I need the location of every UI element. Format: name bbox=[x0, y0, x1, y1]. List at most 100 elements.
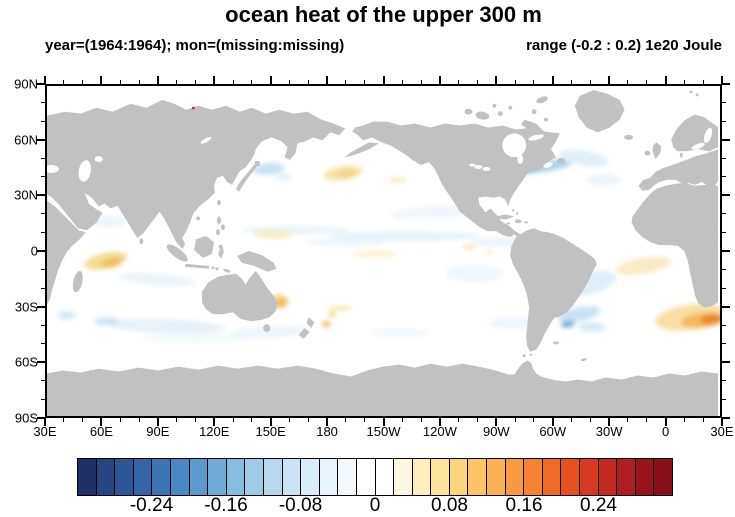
hainan bbox=[196, 216, 201, 221]
nz-north-island bbox=[306, 317, 315, 329]
colorbar-box bbox=[114, 459, 133, 495]
lombok bbox=[215, 267, 219, 271]
baltic-sea bbox=[691, 142, 705, 150]
lat-minor-tick-right bbox=[722, 120, 726, 122]
lon-minor-tick bbox=[420, 418, 422, 422]
landmass-europe bbox=[638, 149, 719, 194]
lon-minor-tick bbox=[307, 418, 309, 422]
lon-minor-tick bbox=[683, 418, 685, 422]
anomaly-blob bbox=[305, 238, 385, 247]
jamaica bbox=[506, 222, 511, 225]
lat-minor-tick-right bbox=[722, 380, 726, 382]
tasmania bbox=[263, 324, 271, 333]
landmass-australia bbox=[202, 270, 278, 322]
lon-minor-tick bbox=[477, 418, 479, 422]
gulf-of-bothnia bbox=[703, 127, 713, 143]
lon-major-tick bbox=[326, 418, 329, 426]
lon-tick-label: 150W bbox=[366, 424, 401, 439]
philippines-mindanao bbox=[215, 229, 220, 236]
lat-tick-label: 0 bbox=[30, 243, 38, 259]
lon-tick-label: 150E bbox=[255, 424, 286, 439]
bali bbox=[211, 266, 215, 270]
colorbar-box bbox=[169, 459, 189, 495]
lat-minor-tick bbox=[41, 269, 45, 271]
world-map-svg bbox=[47, 86, 720, 416]
hudson-bay bbox=[502, 133, 527, 158]
lat-minor-tick bbox=[41, 343, 45, 345]
colorbar-label: 0 bbox=[369, 495, 381, 516]
anomaly-blob bbox=[252, 162, 285, 176]
anomaly-blob bbox=[370, 328, 430, 338]
lon-major-tick bbox=[438, 418, 441, 426]
lat-minor-tick-right bbox=[722, 157, 726, 159]
lon-minor-tick bbox=[533, 418, 535, 422]
colorbar bbox=[77, 458, 673, 496]
lon-minor-tick-top bbox=[194, 80, 196, 84]
south-shetland-2 bbox=[529, 353, 533, 356]
lon-minor-tick-top bbox=[420, 80, 422, 84]
lat-minor-tick-right bbox=[722, 213, 726, 215]
lon-minor-tick-top bbox=[627, 80, 629, 84]
lat-major-tick bbox=[37, 417, 45, 419]
colorbar-box bbox=[281, 459, 301, 495]
lon-major-tick bbox=[269, 418, 272, 426]
colorbar-box bbox=[207, 459, 226, 495]
lon-minor-tick bbox=[194, 418, 196, 422]
lon-minor-tick bbox=[288, 418, 290, 422]
lon-minor-tick-top bbox=[401, 80, 403, 84]
sulawesi bbox=[217, 244, 224, 259]
lon-tick-label: 120E bbox=[199, 424, 230, 439]
gulf-st-lawrence bbox=[543, 162, 553, 168]
lon-minor-tick bbox=[82, 418, 84, 422]
aral-sea bbox=[94, 156, 103, 163]
puerto-rico bbox=[524, 221, 529, 224]
anomaly-blob bbox=[388, 176, 407, 184]
anomaly-blob bbox=[100, 257, 123, 268]
newfoundland bbox=[556, 158, 565, 165]
lon-tick-label: 90E bbox=[146, 424, 170, 439]
great-lakes-1 bbox=[474, 165, 483, 169]
lat-minor-tick bbox=[41, 176, 45, 178]
lat-minor-tick bbox=[41, 231, 45, 233]
colorbar-box bbox=[355, 459, 375, 495]
lon-minor-tick-top bbox=[288, 80, 290, 84]
land-layer bbox=[47, 89, 719, 416]
colorbar-box bbox=[151, 459, 170, 495]
lon-minor-tick bbox=[345, 418, 347, 422]
lon-major-tick-top bbox=[495, 76, 498, 84]
subtitle-row: year=(1964:1964); mon=(missing:missing) … bbox=[45, 37, 722, 57]
denmark bbox=[679, 152, 683, 158]
lon-minor-tick-top bbox=[477, 80, 479, 84]
colorbar-box bbox=[95, 459, 115, 495]
page-title: ocean heat of the upper 300 m bbox=[225, 2, 542, 27]
landmass-africa-east bbox=[47, 200, 86, 305]
landmass-africa-west bbox=[631, 182, 719, 308]
lon-major-tick bbox=[664, 418, 667, 426]
colorbar-label: -0.24 bbox=[129, 495, 174, 516]
lat-minor-tick bbox=[41, 287, 45, 289]
subtitle-right: range (-0.2 : 0.2) 1e20 Joule bbox=[526, 37, 722, 54]
landmass-antarctica bbox=[47, 360, 719, 416]
anomaly-blob bbox=[275, 173, 292, 180]
lon-tick-label: 120W bbox=[422, 424, 457, 439]
anomaly-blob bbox=[616, 256, 671, 275]
lake-baikal bbox=[200, 136, 212, 144]
lon-minor-tick bbox=[232, 418, 234, 422]
anomaly-blob bbox=[106, 318, 226, 334]
landmass-eurasia bbox=[47, 99, 346, 250]
colorbar-label: -0.16 bbox=[204, 495, 248, 516]
colorbar-box bbox=[560, 459, 580, 495]
lon-minor-tick-top bbox=[345, 80, 347, 84]
anomaly-blob bbox=[577, 322, 606, 333]
anomaly-blob bbox=[330, 231, 480, 242]
landmass-japan bbox=[235, 164, 258, 192]
lon-major-tick-top bbox=[608, 76, 611, 84]
lat-minor-tick bbox=[41, 380, 45, 382]
lon-minor-tick bbox=[364, 418, 366, 422]
lon-tick-label: 0 bbox=[661, 424, 670, 439]
lon-major-tick bbox=[156, 418, 159, 426]
south-shetland-1 bbox=[522, 354, 526, 358]
lat-minor-tick bbox=[41, 157, 45, 159]
lat-major-tick bbox=[37, 194, 45, 197]
lon-minor-tick-top bbox=[589, 80, 591, 84]
